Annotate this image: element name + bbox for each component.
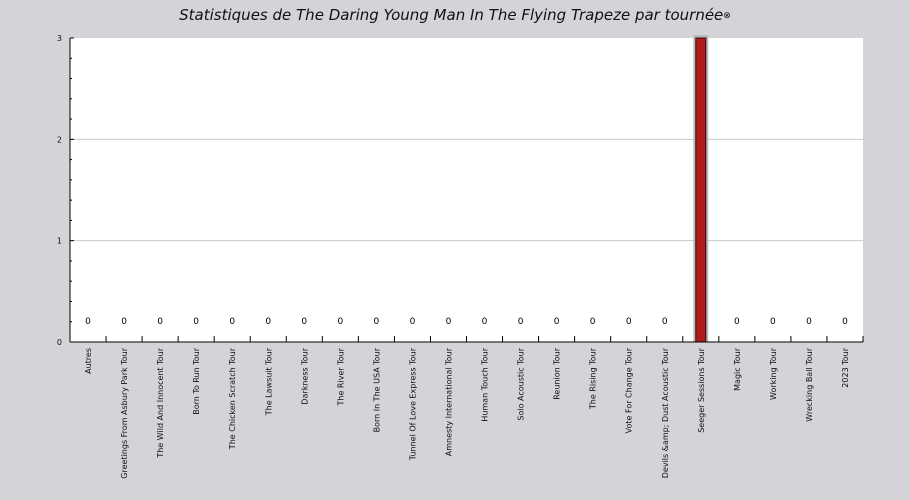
x-tick-label: The Lawsuit Tour [264, 347, 273, 416]
data-label: 0 [337, 317, 343, 327]
data-label: 0 [193, 317, 199, 327]
data-label: 0 [626, 317, 632, 327]
y-tick-label: 3 [57, 34, 62, 43]
data-label: 0 [374, 317, 380, 327]
x-tick-label: Vote For Change Tour [625, 347, 634, 433]
x-tick-label: The Wild And Innocent Tour [156, 347, 165, 458]
data-label: 0 [482, 317, 488, 327]
y-tick-label: 2 [57, 135, 62, 144]
data-label: 0 [842, 317, 848, 327]
x-tick-label: Solo Acoustic Tour [517, 347, 526, 420]
data-label: 0 [410, 317, 416, 327]
x-tick-label: Darkness Tour [300, 347, 309, 404]
data-label: 0 [806, 317, 812, 327]
x-tick-label: Wrecking Ball Tour [805, 347, 814, 421]
x-tick-label: Greetings From Asbury Park Tour [120, 347, 129, 478]
plot-area [70, 38, 863, 342]
x-tick-label: The Chicken Scratch Tour [228, 347, 237, 450]
data-label: 0 [157, 317, 163, 327]
x-tick-label: Tunnel Of Love Express Tour [408, 347, 417, 461]
x-tick-label: Autres [84, 348, 93, 374]
x-tick-label: Reunion Tour [553, 347, 562, 399]
data-label: 0 [554, 317, 560, 327]
bar [695, 37, 707, 343]
chart-title: Statistiques de The Daring Young Man In … [179, 6, 724, 24]
x-tick-label: Human Touch Tour [481, 347, 490, 421]
data-label: 0 [265, 317, 271, 327]
x-tick-label: Born In The USA Tour [372, 347, 381, 432]
close-icon[interactable]: ⊗ [723, 11, 731, 21]
grid-layer [70, 138, 863, 242]
x-tick-label: Seeger Sessions Tour [697, 347, 706, 432]
y-tick-label: 1 [57, 237, 62, 246]
data-label: 0 [446, 317, 452, 327]
data-label: 0 [301, 317, 307, 327]
data-label: 0 [770, 317, 776, 327]
axis-layer [69, 37, 864, 343]
x-tick-label: The River Tour [336, 347, 345, 406]
data-label: 0 [229, 317, 235, 327]
data-label: 0 [590, 317, 596, 327]
data-label: 0 [121, 317, 127, 327]
chart-title-wrap: Statistiques de The Daring Young Man In … [0, 6, 910, 24]
data-label: 0 [662, 317, 668, 327]
x-tick-label: Born To Run Tour [192, 347, 201, 414]
data-label: 0 [85, 317, 91, 327]
labels-layer: 0 1 2 3 0 Autres 0 Greetings From Asbury Park T… [57, 34, 850, 479]
data-label: 0 [518, 317, 524, 327]
x-tick-label: Amnesty International Tour [444, 347, 453, 456]
x-tick-label: Working Tour [769, 347, 778, 400]
data-label: 0 [734, 317, 740, 327]
x-tick-label: Magic Tour [733, 347, 742, 391]
x-tick-label: The Rising Tour [589, 347, 598, 410]
bars-layer [695, 37, 707, 343]
y-tick-label: 0 [57, 338, 62, 347]
x-tick-label: Devils &amp; Dust Acoustic Tour [661, 347, 670, 478]
x-tick-label: 2023 Tour [841, 347, 850, 387]
